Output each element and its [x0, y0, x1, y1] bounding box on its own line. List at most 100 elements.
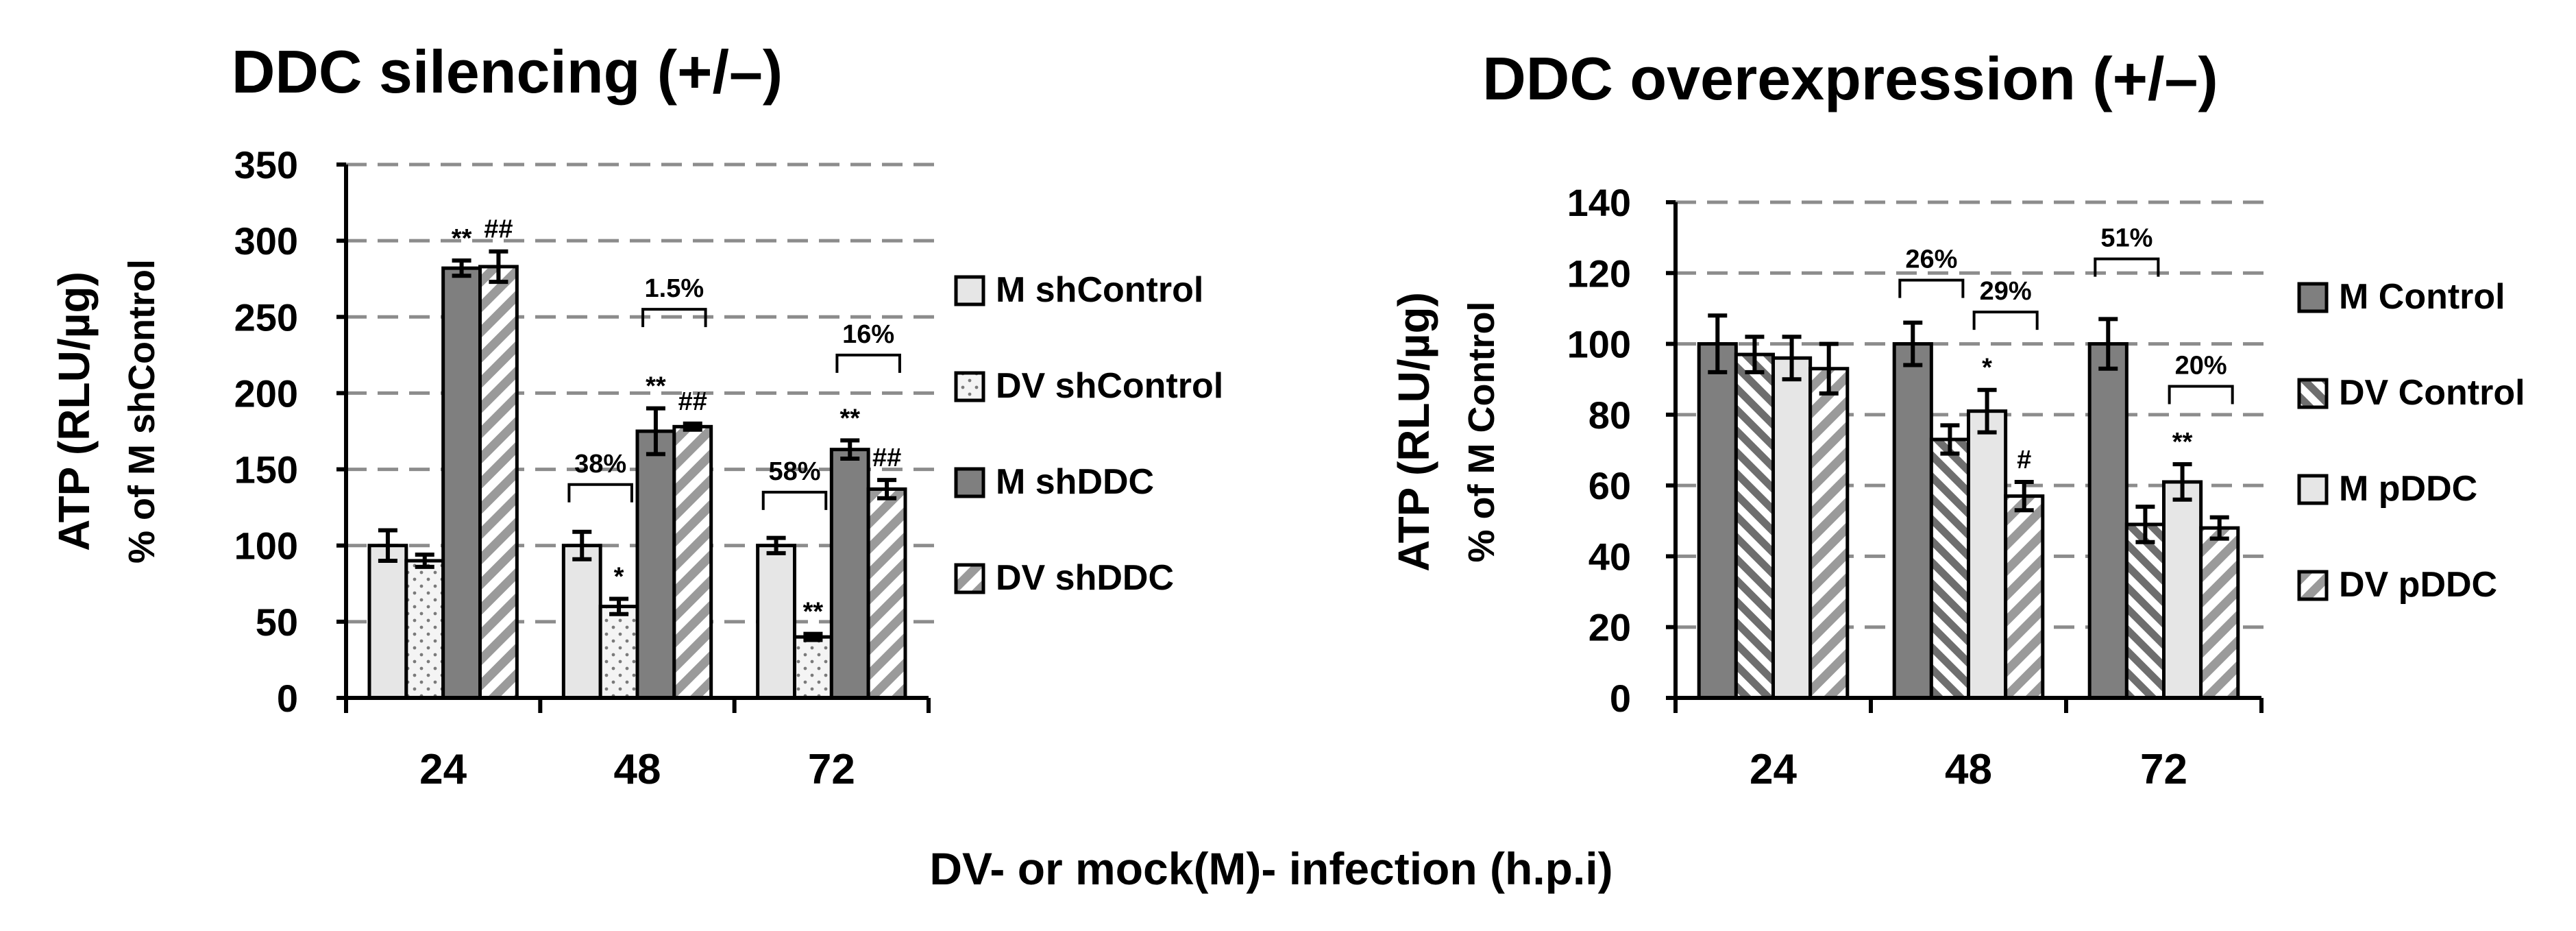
legend-swatch [2297, 282, 2329, 313]
bracket-label: 1.5% [645, 274, 704, 303]
legend-swatch [954, 467, 985, 498]
y-tick-label: 250 [234, 295, 298, 339]
y-tick-label: 50 [256, 601, 298, 644]
bar [635, 429, 676, 700]
y-tick-label: 100 [234, 524, 298, 568]
legend-label: DV pDDC [2339, 565, 2497, 605]
y-tick-label: 0 [1610, 677, 1631, 720]
error-bar [2209, 515, 2229, 541]
bracket [2168, 385, 2234, 404]
error-bar [2135, 505, 2155, 544]
legend-swatch [954, 371, 985, 402]
bracket [835, 353, 901, 373]
x-tick-label: 48 [1945, 746, 1992, 793]
error-bar [803, 631, 823, 642]
legend-label: M pDDC [2339, 469, 2477, 509]
x-tick-label: 72 [808, 746, 855, 793]
bar [1771, 356, 1813, 700]
significance-marker: ** [452, 224, 472, 253]
bar [404, 559, 445, 700]
bar [2004, 494, 2045, 700]
chart-1-title: DDC silencing (+/–) [232, 38, 783, 106]
y-tick-label: 0 [277, 677, 298, 720]
bar [598, 605, 639, 700]
bar [561, 544, 602, 700]
error-bar [1819, 341, 1839, 396]
bar [441, 266, 482, 700]
error-bar [1940, 423, 1960, 456]
bar [793, 635, 833, 700]
error-bar [1903, 320, 1923, 367]
significance-marker: ## [678, 387, 707, 416]
error-bar [1745, 335, 1765, 374]
legend-swatch [954, 275, 985, 306]
chart-2-ylabel-sub: % of M Control [1461, 302, 1502, 563]
bar [1734, 352, 1776, 700]
bracket-label: 20% [2175, 352, 2227, 380]
bar [866, 487, 907, 700]
error-bar [2014, 479, 2034, 513]
significance-marker: ** [2172, 428, 2193, 457]
bracket [641, 308, 707, 328]
error-bar [572, 529, 592, 561]
error-bar [840, 438, 860, 461]
y-tick-label: 20 [1588, 606, 1631, 649]
legend-label: DV Control [2339, 373, 2525, 413]
bar [2124, 522, 2166, 700]
error-bar [452, 258, 471, 278]
bracket [761, 490, 828, 510]
x-tick-label: 24 [419, 746, 467, 793]
y-tick-label: 140 [1567, 181, 1631, 224]
significance-marker: ## [484, 215, 513, 244]
bar [1967, 409, 2008, 700]
significance-marker: ** [803, 598, 824, 627]
bar [2199, 526, 2240, 700]
legend-label: DV shControl [996, 366, 1223, 406]
significance-marker: # [2017, 446, 2031, 474]
legend-label: M shDDC [996, 462, 1154, 502]
legend-label: M shControl [996, 270, 1203, 310]
chart-1-ylabel: ATP (RLU/µg) [49, 271, 99, 551]
legend-label: DV shDDC [996, 558, 1174, 598]
bracket [2094, 257, 2160, 277]
bar [1892, 342, 1933, 700]
bar [367, 544, 408, 700]
error-bar [877, 478, 897, 500]
error-bar [415, 553, 434, 569]
significance-marker: * [1982, 354, 1992, 383]
legend-swatch [2297, 378, 2329, 409]
legend-swatch [2297, 474, 2329, 505]
chart-2-title: DDC overexpression (+/–) [1482, 45, 2218, 112]
bracket-label: 58% [768, 457, 820, 486]
bracket-label: 16% [842, 320, 894, 349]
y-tick-label: 100 [1567, 323, 1631, 366]
y-tick-label: 350 [234, 143, 298, 186]
bar [829, 448, 870, 700]
x-axis-title: DV- or mock(M)- infection (h.p.i) [929, 843, 1612, 894]
bracket [1972, 311, 2039, 330]
bar [2162, 480, 2203, 700]
y-tick-label: 120 [1567, 252, 1631, 295]
error-bar [2098, 317, 2118, 371]
error-bar [646, 406, 665, 457]
bracket-label: 51% [2100, 224, 2152, 253]
y-tick-label: 60 [1588, 464, 1631, 507]
significance-marker: ** [646, 372, 666, 401]
chart-1-ylabel-sub: % of M shControl [121, 259, 162, 564]
x-tick-label: 48 [614, 746, 661, 793]
bracket-label: 38% [574, 450, 626, 479]
significance-marker: ** [839, 404, 860, 433]
y-tick-label: 40 [1588, 535, 1631, 578]
bracket [567, 483, 633, 503]
bar [1929, 437, 1971, 700]
bracket-label: 26% [1905, 245, 1957, 274]
x-tick-label: 72 [2140, 746, 2187, 793]
bar [756, 544, 796, 700]
x-tick-label: 24 [1750, 746, 1797, 793]
bar [1697, 342, 1738, 700]
error-bar [1977, 387, 1997, 435]
y-tick-label: 300 [234, 219, 298, 263]
